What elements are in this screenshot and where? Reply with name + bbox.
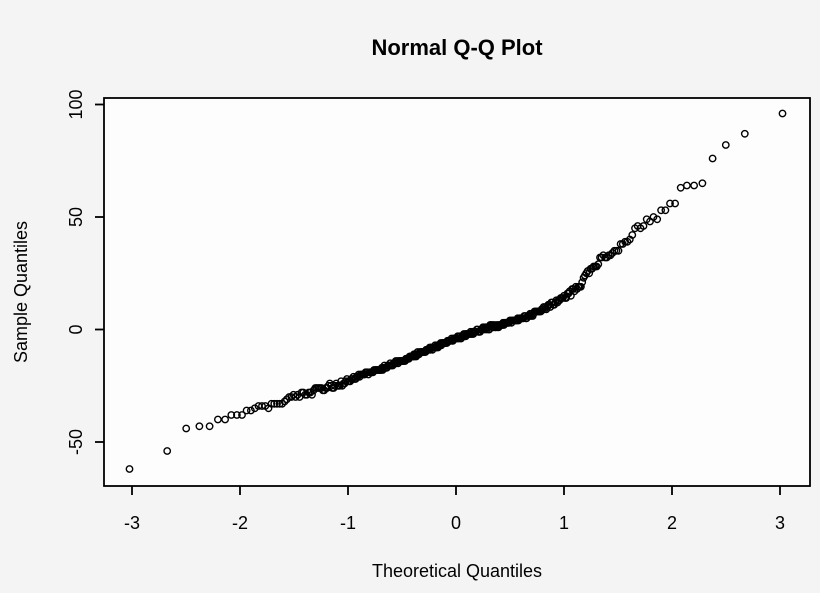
data-point bbox=[666, 199, 674, 208]
data-point bbox=[291, 393, 300, 401]
data-point bbox=[614, 246, 623, 255]
data-point bbox=[628, 231, 637, 239]
data-point bbox=[698, 179, 707, 188]
data-point bbox=[657, 206, 665, 215]
x-tick-label: 2 bbox=[667, 513, 677, 533]
data-point bbox=[267, 399, 276, 408]
y-axis-ticks bbox=[95, 103, 104, 443]
data-point bbox=[639, 222, 648, 230]
y-axis-title: Sample Quantiles bbox=[11, 221, 31, 363]
data-point bbox=[238, 411, 246, 419]
x-tick-label: 1 bbox=[559, 513, 569, 533]
y-tick-label: 100 bbox=[66, 89, 86, 119]
data-point bbox=[618, 240, 627, 248]
data-point bbox=[273, 399, 281, 408]
data-point bbox=[163, 447, 172, 455]
x-tick-labels: -3 -2 -1 0 1 2 3 bbox=[124, 513, 785, 533]
data-point bbox=[577, 282, 585, 291]
data-point bbox=[221, 415, 230, 424]
y-tick-labels: 100 50 0 -50 bbox=[66, 89, 86, 455]
x-tick-label: 0 bbox=[451, 513, 461, 533]
plot-area bbox=[104, 98, 810, 486]
data-point bbox=[182, 424, 191, 433]
data-point bbox=[270, 399, 279, 408]
plot-border bbox=[103, 97, 811, 487]
x-axis-title: Theoretical Quantiles bbox=[372, 561, 542, 581]
data-point bbox=[690, 181, 698, 190]
data-point bbox=[246, 406, 255, 415]
data-point bbox=[661, 206, 670, 215]
y-tick-label: 0 bbox=[66, 324, 86, 334]
data-point bbox=[258, 402, 266, 410]
x-tick-label: -1 bbox=[340, 513, 356, 533]
data-point bbox=[280, 397, 289, 406]
data-point bbox=[227, 411, 236, 419]
data-point bbox=[308, 390, 316, 399]
data-point bbox=[242, 406, 251, 415]
data-point bbox=[578, 278, 587, 287]
data-point bbox=[778, 109, 787, 118]
data-point bbox=[195, 422, 204, 431]
data-point bbox=[683, 181, 691, 190]
data-point bbox=[653, 215, 662, 224]
data-point bbox=[740, 129, 749, 138]
chart-title: Normal Q-Q Plot bbox=[371, 35, 543, 60]
data-point bbox=[671, 199, 679, 208]
y-tick-label: -50 bbox=[66, 429, 86, 455]
data-point bbox=[232, 411, 241, 419]
x-tick-label: 3 bbox=[775, 513, 785, 533]
x-axis-ticks bbox=[131, 486, 781, 495]
data-point bbox=[213, 415, 222, 424]
data-point bbox=[594, 260, 603, 269]
data-point bbox=[708, 154, 717, 163]
x-tick-label: -3 bbox=[124, 513, 140, 533]
y-tick-label: 50 bbox=[66, 207, 86, 227]
x-tick-label: -2 bbox=[232, 513, 248, 533]
data-point bbox=[721, 141, 730, 149]
qq-points bbox=[125, 109, 787, 473]
data-point bbox=[205, 422, 214, 431]
data-point bbox=[125, 465, 134, 473]
